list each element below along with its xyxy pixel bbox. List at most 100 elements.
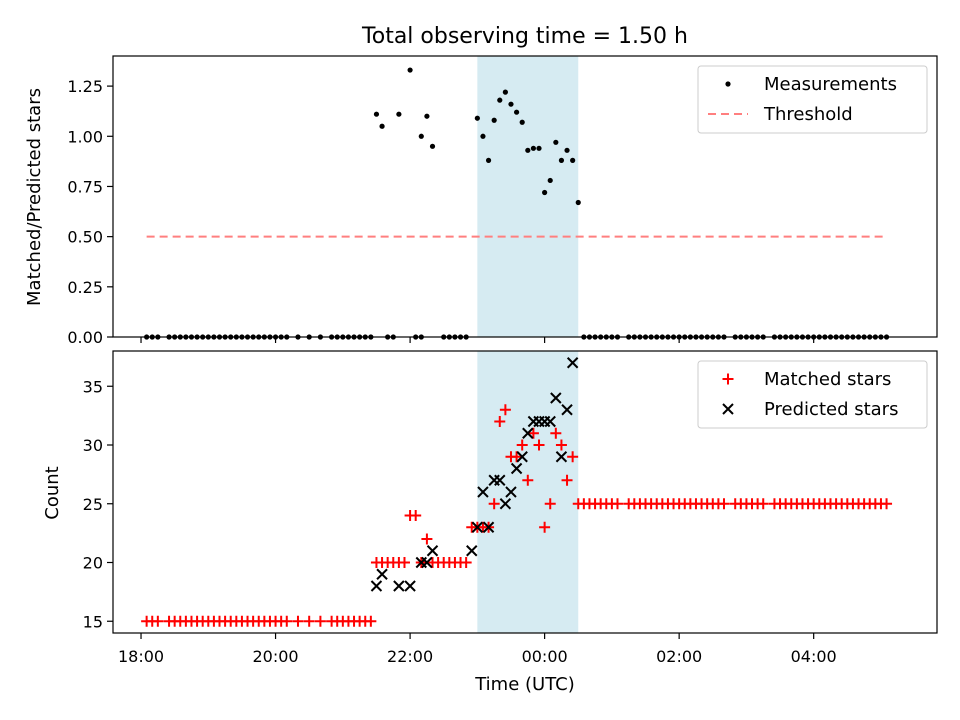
matched-star-marker: [550, 427, 562, 439]
predicted-star-marker: [376, 568, 388, 580]
measurement-point: [480, 133, 486, 139]
y-tick-label: 35: [83, 377, 103, 396]
measurement-point: [485, 157, 492, 163]
measurement-point: [396, 111, 402, 117]
y-tick-label: 0.50: [67, 228, 103, 247]
measurement-point: [553, 139, 559, 145]
measurement-point: [547, 177, 553, 184]
legend-label: Predicted stars: [764, 399, 898, 420]
matched-star-marker: [567, 451, 579, 463]
measurement-point: [474, 115, 480, 121]
top-y-axis-label: Matched/Predicted stars: [24, 88, 45, 306]
matched-star-marker: [527, 427, 539, 439]
legend-plus-marker: [722, 373, 734, 385]
measurement-point: [502, 89, 508, 95]
measurement-point: [575, 199, 581, 206]
matched-star-marker: [460, 557, 472, 568]
matched-star-marker: [539, 521, 551, 533]
measurement-point: [373, 111, 380, 117]
matched-star-marker: [365, 615, 377, 627]
predicted-star-marker: [426, 545, 439, 557]
legend: Matched stars Predicted stars: [697, 360, 928, 429]
measurement-point: [530, 145, 537, 151]
y-tick-label: 1.00: [67, 127, 103, 146]
matched-star-marker: [488, 498, 500, 510]
matched-star-marker: [718, 498, 730, 510]
y-tick-label: 20: [83, 554, 103, 573]
predicted-star-marker: [566, 357, 579, 369]
measurement-point: [542, 189, 548, 196]
measurement-point: [525, 147, 531, 153]
measurement-point: [536, 145, 542, 151]
legend-x-marker: [722, 403, 734, 415]
matched-star-marker: [314, 615, 326, 627]
measurement-point: [513, 109, 520, 115]
matched-star-marker: [410, 510, 422, 521]
x-tick-label: 18:00: [118, 647, 164, 666]
y-tick-label: 15: [83, 612, 103, 631]
matched-star-marker: [522, 474, 534, 486]
top-panel: 0.00 0.25 0.50 0.75 1.00 1.25 Measurements Thre…: [67, 55, 938, 347]
legend: Measurements Threshold: [697, 65, 928, 134]
predicted-star-marker: [499, 498, 512, 510]
x-tick-label: 00:00: [522, 647, 568, 666]
legend-label: Matched stars: [764, 369, 891, 390]
predicted-star-marker: [561, 404, 573, 416]
measurement-point: [497, 97, 503, 103]
legend-box: [697, 65, 928, 134]
matched-star-marker: [757, 498, 769, 510]
predicted-star-marker: [555, 451, 568, 463]
matched-star-marker: [544, 498, 556, 510]
bottom-y-axis-label: Count: [42, 466, 63, 519]
matched-star-marker: [516, 439, 528, 451]
y-tick-label: 0.00: [67, 328, 103, 347]
predicted-star-marker: [516, 451, 528, 463]
predicted-star-marker: [482, 521, 495, 533]
matched-star-marker: [611, 498, 623, 510]
predicted-star-marker: [404, 580, 416, 592]
matched-star-marker: [494, 416, 506, 427]
matched-star-marker: [555, 439, 567, 451]
matched-star-marker: [881, 498, 893, 510]
matched-star-marker: [303, 615, 315, 627]
measurement-point: [558, 157, 565, 163]
x-tick-label: 20:00: [253, 647, 299, 666]
predicted-star-marker: [494, 474, 506, 486]
predicted-star-marker: [393, 580, 405, 592]
matched-star-marker: [281, 615, 293, 627]
y-tick-label: 0.75: [67, 177, 103, 196]
chart-title: Total observing time = 1.50 h: [361, 24, 688, 49]
predicted-star-marker: [522, 427, 534, 439]
legend-label: Threshold: [763, 104, 853, 125]
matched-star-marker: [152, 615, 164, 627]
predicted-star-marker: [510, 462, 523, 475]
predicted-star-marker: [550, 392, 562, 404]
matched-star-marker: [398, 557, 410, 568]
x-tick-label: 02:00: [656, 647, 702, 666]
measurement-point: [491, 117, 497, 123]
predicted-star-marker: [471, 521, 484, 533]
measurement-point: [519, 119, 525, 125]
predicted-star-marker: [505, 486, 517, 498]
x-axis-label: Time (UTC): [474, 674, 575, 695]
measurement-point: [379, 123, 385, 129]
legend-dot-marker: [725, 81, 731, 87]
matched-star-marker: [292, 615, 304, 627]
matched-star-marker: [561, 474, 573, 486]
bottom-panel: 15 20 25 30 35 18:00 20:00 22:00 00:00 02:00 04:00…: [83, 350, 938, 666]
y-tick-label: 0.25: [67, 278, 103, 297]
legend-box: [697, 360, 928, 429]
matched-star-marker: [511, 451, 523, 463]
plot-frame: [112, 350, 938, 634]
y-tick-label: 1.25: [67, 77, 103, 96]
predicted-star-marker: [466, 545, 478, 557]
measurement-point: [407, 67, 413, 73]
measurement-point: [508, 101, 514, 107]
predicted-star-marker: [544, 415, 556, 428]
predicted-star-marker: [421, 556, 433, 569]
measurement-point: [570, 157, 576, 163]
y-tick-label: 30: [83, 436, 103, 455]
legend-label: Measurements: [764, 74, 897, 95]
plot-frame: [112, 55, 938, 338]
